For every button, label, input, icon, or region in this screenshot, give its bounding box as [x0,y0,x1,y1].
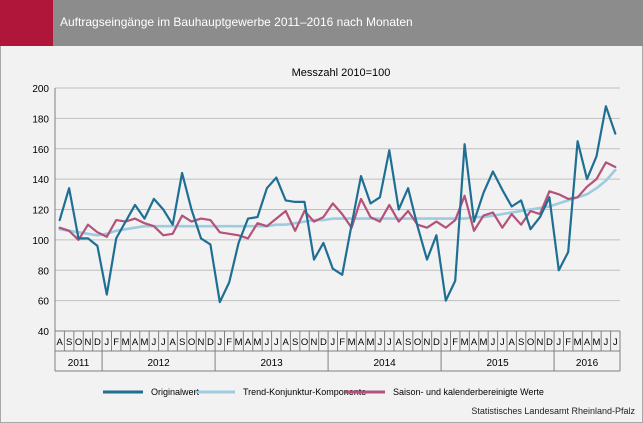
x-tick-label: D [207,337,214,348]
x-tick-label: F [339,337,345,348]
x-tick-label: M [348,337,356,348]
chart-title: Messzahl 2010=100 [292,67,391,79]
x-tick-label: F [226,337,232,348]
x-tick-label: A [283,337,290,348]
source-note: Statistisches Landesamt Rheinland-Pfalz [471,406,635,416]
x-tick-label: J [274,337,279,348]
y-tick-label: 180 [32,114,49,125]
y-tick-label: 80 [38,266,50,277]
x-tick-label: A [245,337,252,348]
x-tick-label: M [574,337,582,348]
x-tick-label: J [378,337,383,348]
x-tick-label: J [161,337,166,348]
year-label: 2013 [260,358,283,369]
x-tick-label: M [479,337,487,348]
x-tick-label: J [500,337,505,348]
x-tick-label: S [292,337,298,348]
x-tick-label: D [94,337,101,348]
y-tick-label: 40 [38,327,50,338]
y-tick-label: 160 [32,145,49,156]
year-label: 2011 [68,358,90,369]
series-line [58,105,617,304]
x-tick-label: A [132,337,139,348]
x-tick-label: N [198,337,205,348]
header-bar: Auftragseingänge im Bauhauptgewerbe 2011… [0,0,643,46]
year-label: 2014 [373,358,396,369]
x-tick-label: M [235,337,243,348]
x-tick-label: M [122,337,130,348]
year-label: 2012 [147,358,170,369]
page-title: Auftragseingänge im Bauhauptgewerbe 2011… [60,15,413,29]
x-tick-label: M [461,337,469,348]
x-tick-label: S [179,337,185,348]
series-lines [58,105,617,304]
y-tick-label: 60 [38,297,50,308]
x-tick-label: J [387,337,392,348]
x-tick-label: A [170,337,177,348]
x-tick-label: J [604,337,609,348]
legend: Originalwert Trend-Konjunktur-Komponente S… [103,387,544,397]
y-tick-label: 100 [32,236,49,247]
y-tick-label: 200 [32,84,49,95]
x-tick-label: J [152,337,157,348]
legend-label: Saison- und kalenderbereinigte Werte [393,387,544,397]
x-tick-label: N [424,337,431,348]
x-tick-label: S [66,337,72,348]
x-tick-label: J [330,337,335,348]
series-line [58,161,617,241]
year-label: 2016 [576,358,599,369]
x-tick-label: M [366,337,374,348]
y-axis: 40 60 80 100 120 140 160 180 200 [32,84,49,338]
x-tick-label: J [443,337,448,348]
x-tick-label: S [518,337,524,348]
x-tick-label: A [358,337,365,348]
x-tick-label: F [565,337,571,348]
x-tick-label: N [311,337,318,348]
legend-label: Trend-Konjunktur-Komponente [243,387,366,397]
x-tick-label: J [613,337,618,348]
x-tick-label: F [113,337,119,348]
x-tick-label: N [537,337,544,348]
x-tick-label: J [104,337,109,348]
year-label: 2015 [486,358,509,369]
x-tick-label: O [301,337,308,348]
x-tick-label: O [188,337,195,348]
x-tick-label: J [491,337,496,348]
x-tick-label: O [414,337,421,348]
x-tick-label: O [527,337,534,348]
x-tick-label: A [509,337,516,348]
x-tick-label: J [217,337,222,348]
y-tick-label: 120 [32,206,49,217]
y-tick-label: 140 [32,175,49,186]
x-tick-label: J [265,337,270,348]
x-tick-label: S [405,337,411,348]
legend-label: Originalwert [151,387,200,397]
header-accent [0,0,53,46]
x-tick-label: D [546,337,553,348]
x-tick-label: A [57,337,64,348]
x-tick-label: M [140,337,148,348]
x-tick-label: F [452,337,458,348]
series-line [58,168,617,237]
x-tick-label: O [75,337,82,348]
x-tick-label: M [592,337,600,348]
x-tick-label: M [253,337,261,348]
x-tick-label: A [471,337,478,348]
x-tick-label: A [396,337,403,348]
x-tick-label: A [584,337,591,348]
x-tick-label: N [85,337,92,348]
x-tick-label: J [556,337,561,348]
x-tick-label: D [320,337,327,348]
x-tick-label: D [433,337,440,348]
